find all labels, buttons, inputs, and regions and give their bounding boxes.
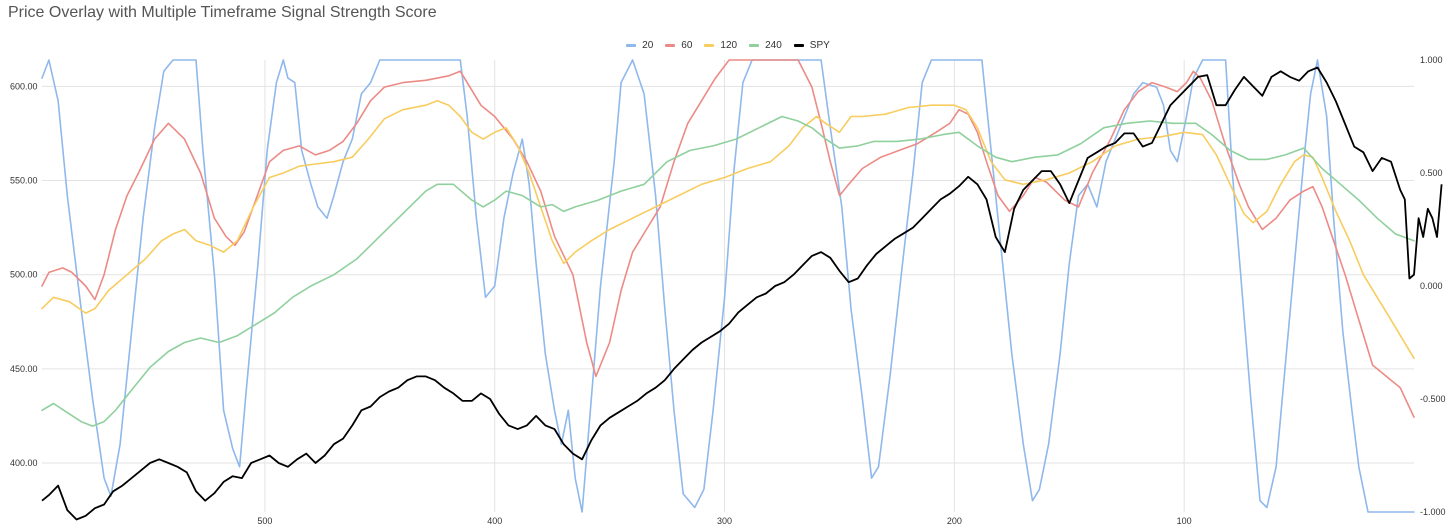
chart-title: Price Overlay with Multiple Timeframe Si… — [8, 4, 437, 21]
series-line-120 — [41, 99, 1415, 360]
legend-item-60[interactable]: 60 — [665, 40, 692, 51]
legend-label-spy: SPY — [809, 39, 830, 51]
legend-swatch-120 — [704, 43, 715, 47]
legend-label-20: 20 — [642, 39, 654, 51]
legend-label-240: 240 — [765, 39, 782, 51]
legend: 20 60 120 240 SPY — [0, 38, 1456, 52]
x-tick-label: 300 — [717, 516, 732, 526]
y-left-tick-label: 500.00 — [10, 270, 38, 280]
legend-label-60: 60 — [681, 39, 693, 51]
series-line-240 — [41, 115, 1415, 427]
legend-item-120[interactable]: 120 — [704, 40, 737, 51]
y-left-tick-label: 600.00 — [10, 81, 38, 91]
x-tick-label: 500 — [257, 516, 272, 526]
legend-swatch-spy — [793, 43, 804, 47]
legend-label-120: 120 — [720, 39, 738, 51]
legend-swatch-20 — [626, 43, 637, 47]
legend-item-20[interactable]: 20 — [626, 40, 653, 51]
legend-swatch-60 — [665, 43, 676, 47]
legend-item-240[interactable]: 240 — [749, 40, 782, 51]
legend-item-spy[interactable]: SPY — [793, 39, 830, 51]
y-right-tick-label: 1.000 — [1420, 55, 1443, 65]
y-left-tick-label: 550.00 — [10, 176, 38, 186]
y-right-tick-label: 0.000 — [1420, 281, 1443, 291]
legend-swatch-240 — [749, 43, 760, 47]
x-tick-label: 400 — [487, 516, 502, 526]
x-tick-label: 200 — [947, 516, 962, 526]
x-tick-label: 100 — [1177, 516, 1192, 526]
y-left-tick-label: 400.00 — [10, 458, 38, 468]
y-right-tick-label: -1.000 — [1420, 507, 1446, 517]
series-line-60 — [41, 59, 1415, 418]
y-right-tick-label: -0.500 — [1420, 394, 1446, 404]
y-left-tick-label: 450.00 — [10, 364, 38, 374]
series-line-20 — [41, 59, 1415, 513]
y-right-tick-label: 0.500 — [1420, 168, 1443, 178]
series-line-spy — [41, 66, 1443, 521]
